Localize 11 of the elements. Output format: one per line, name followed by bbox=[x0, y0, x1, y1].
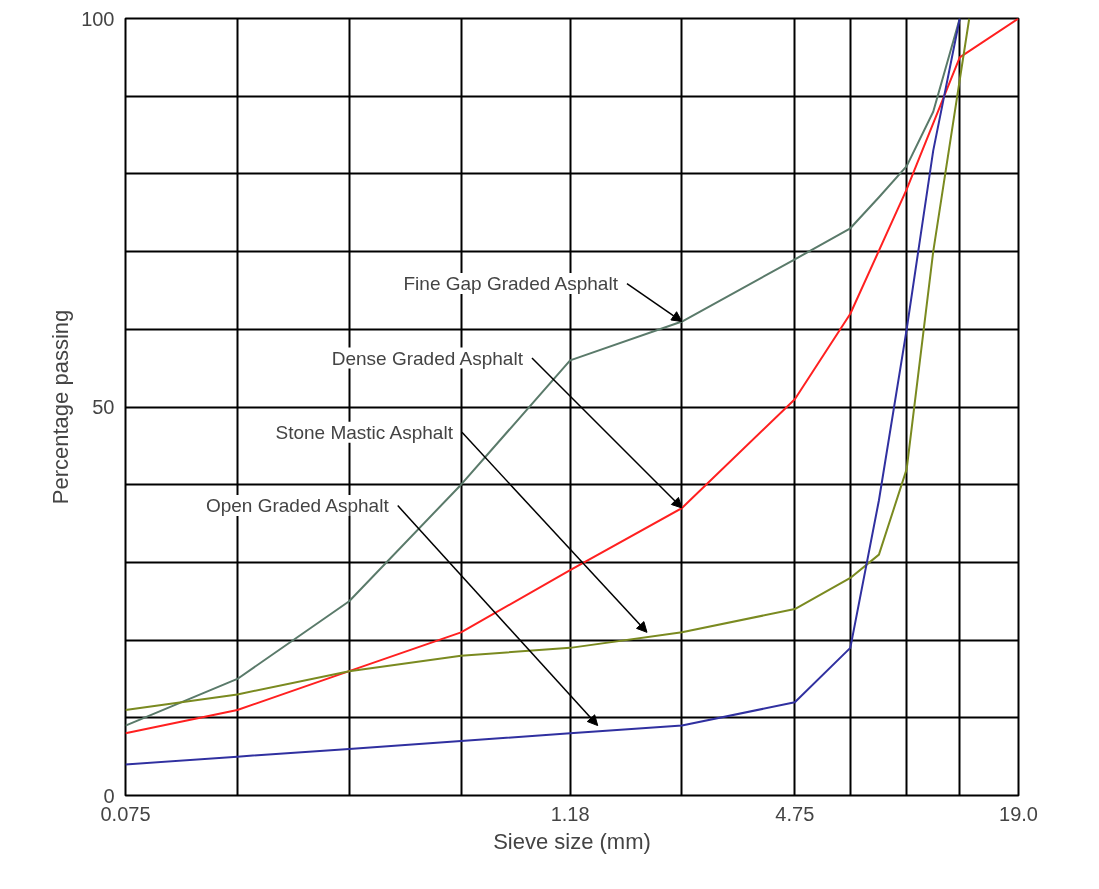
annotation: Stone Mastic Asphalt bbox=[275, 421, 454, 443]
y-tick-label: 50 bbox=[92, 396, 115, 418]
annotation: Dense Graded Asphalt bbox=[331, 347, 524, 369]
x-axis-title: Sieve size (mm) bbox=[493, 828, 651, 854]
x-tick-label: 19.0 bbox=[999, 802, 1038, 825]
annotation: Open Graded Asphalt bbox=[205, 495, 390, 517]
y-axis-title: Percentage passing bbox=[48, 309, 74, 505]
annotation: Fine Gap Graded Asphalt bbox=[403, 273, 619, 295]
y-tick-label: 100 bbox=[81, 7, 115, 30]
x-tick-label: 4.75 bbox=[775, 802, 815, 825]
x-tick-label: 1.18 bbox=[550, 802, 590, 825]
